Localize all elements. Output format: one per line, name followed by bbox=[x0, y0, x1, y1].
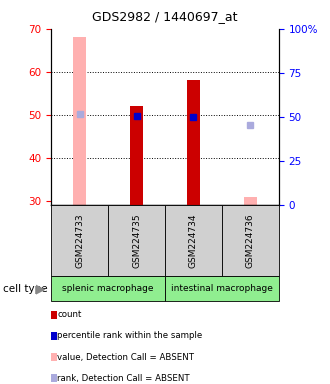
Bar bbox=[51, 276, 165, 301]
Text: rank, Detection Call = ABSENT: rank, Detection Call = ABSENT bbox=[57, 374, 190, 383]
Text: GSM224734: GSM224734 bbox=[189, 214, 198, 268]
Bar bbox=[130, 106, 143, 205]
Text: percentile rank within the sample: percentile rank within the sample bbox=[57, 331, 203, 341]
Bar bbox=[165, 276, 279, 301]
Bar bbox=[165, 205, 222, 276]
Bar bbox=[51, 205, 108, 276]
Text: GDS2982 / 1440697_at: GDS2982 / 1440697_at bbox=[92, 10, 238, 23]
Text: ▶: ▶ bbox=[36, 283, 46, 295]
Text: value, Detection Call = ABSENT: value, Detection Call = ABSENT bbox=[57, 353, 194, 362]
Text: GSM224733: GSM224733 bbox=[75, 214, 84, 268]
Bar bbox=[244, 197, 257, 205]
Bar bbox=[187, 81, 200, 205]
Bar bbox=[73, 37, 86, 205]
Bar bbox=[108, 205, 165, 276]
Text: cell type: cell type bbox=[3, 284, 48, 294]
Text: GSM224735: GSM224735 bbox=[132, 214, 141, 268]
Text: intestinal macrophage: intestinal macrophage bbox=[171, 285, 273, 293]
Text: splenic macrophage: splenic macrophage bbox=[62, 285, 154, 293]
Text: GSM224736: GSM224736 bbox=[246, 214, 255, 268]
Bar bbox=[222, 205, 279, 276]
Text: count: count bbox=[57, 310, 82, 319]
